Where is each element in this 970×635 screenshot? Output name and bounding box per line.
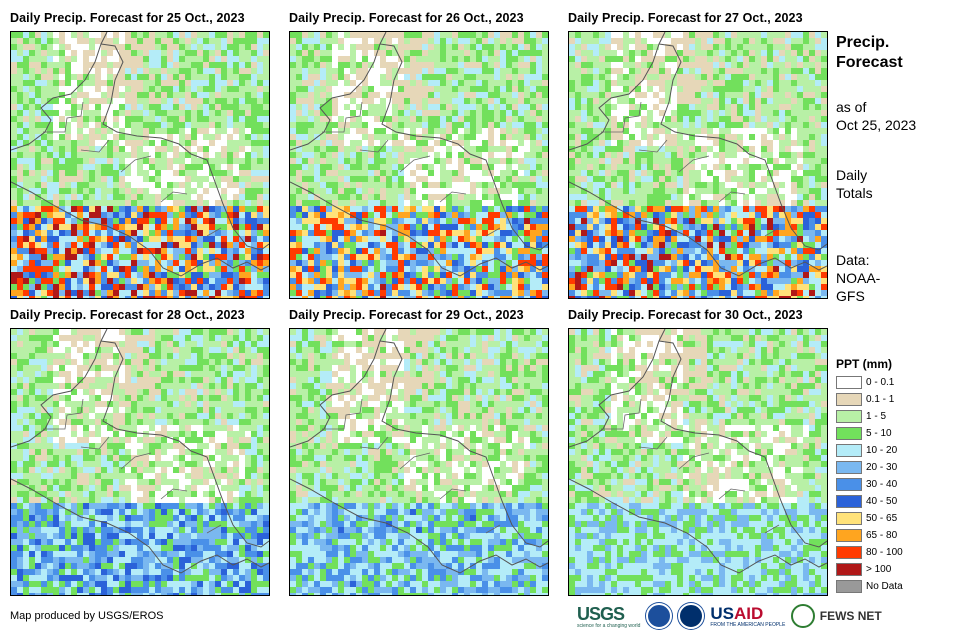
forecast-map-1	[10, 31, 270, 299]
data-source-line1: Data:	[836, 252, 870, 268]
legend-label: 10 - 20	[866, 445, 898, 456]
side-title-line1: Precip.	[836, 34, 890, 51]
legend-item: 10 - 20	[836, 444, 897, 457]
forecast-map-1-svg	[11, 32, 269, 298]
legend-swatch	[836, 427, 862, 440]
forecast-map-4-svg	[11, 329, 269, 595]
legend-item: 65 - 80	[836, 529, 897, 542]
coastline	[290, 32, 548, 277]
usgs-tagline: science for a changing world	[577, 622, 641, 629]
legend-label: 0 - 0.1	[866, 377, 895, 388]
panel-title-5: Daily Precip. Forecast for 29 Oct., 2023	[289, 308, 524, 322]
legend-swatch	[836, 495, 862, 508]
legend-swatch	[836, 461, 862, 474]
usaid-tagline: FROM THE AMERICAN PEOPLE	[710, 622, 786, 628]
panel-title-2: Daily Precip. Forecast for 26 Oct., 2023	[289, 11, 524, 25]
country-borders	[601, 398, 780, 534]
fews-globe-icon	[791, 604, 816, 628]
legend-swatch	[836, 376, 862, 389]
fews-logo-text: FEWS NET	[819, 609, 882, 624]
legend-label: > 100	[866, 564, 892, 575]
legend-item: 20 - 30	[836, 461, 897, 474]
legend-label: 30 - 40	[866, 479, 898, 490]
forecast-map-3	[568, 31, 828, 299]
forecast-map-4	[10, 328, 270, 596]
side-title-line2: Forecast	[836, 54, 903, 71]
country-borders	[601, 101, 780, 237]
data-source-line3: GFS	[836, 288, 865, 304]
totals-line2: Totals	[836, 185, 873, 201]
as-of-line1: as of	[836, 99, 867, 115]
coastline	[11, 32, 269, 277]
legend-swatch	[836, 546, 862, 559]
forecast-map-2-svg	[290, 32, 548, 298]
country-borders	[322, 398, 501, 534]
legend-swatch	[836, 393, 862, 406]
totals-line1: Daily	[836, 167, 868, 183]
legend-item: 80 - 100	[836, 546, 903, 559]
legend-swatch	[836, 410, 862, 423]
fews-logo: FEWS NET	[791, 604, 882, 628]
coastline	[11, 329, 269, 574]
usaid-seal-icon	[678, 603, 705, 629]
legend-swatch	[836, 563, 862, 576]
legend-label: No Data	[866, 581, 903, 592]
usgs-logo: USGS science for a changing world	[577, 604, 640, 629]
panel-title-1: Daily Precip. Forecast for 25 Oct., 2023	[10, 11, 245, 25]
legend-label: 65 - 80	[866, 530, 898, 541]
legend-swatch	[836, 529, 862, 542]
panel-title-4: Daily Precip. Forecast for 28 Oct., 2023	[10, 308, 245, 322]
legend-label: 0.1 - 1	[866, 394, 895, 405]
logo-bar: USGS science for a changing world USAID …	[577, 601, 882, 631]
usaid-logo-aid: AID	[734, 604, 764, 623]
panel-title-3: Daily Precip. Forecast for 27 Oct., 2023	[568, 11, 803, 25]
coastline	[290, 329, 548, 574]
forecast-map-5-svg	[290, 329, 548, 595]
legend-title: PPT (mm)	[836, 357, 893, 371]
legend-label: 20 - 30	[866, 462, 898, 473]
country-borders	[322, 101, 501, 237]
legend-swatch	[836, 512, 862, 525]
forecast-map-5	[289, 328, 549, 596]
forecast-map-6	[568, 328, 828, 596]
legend-item: 30 - 40	[836, 478, 897, 491]
legend-item: > 100	[836, 563, 891, 576]
credit-text: Map produced by USGS/EROS	[10, 610, 164, 622]
legend-swatch	[836, 478, 862, 491]
legend-label: 50 - 65	[866, 513, 898, 524]
usaid-logo: USAID FROM THE AMERICAN PEOPLE	[710, 604, 785, 628]
usgs-logo-text: USGS	[577, 603, 625, 624]
legend-item: 5 - 10	[836, 427, 892, 440]
forecast-map-6-svg	[569, 329, 827, 595]
data-source-text: Data: NOAA- GFS	[836, 251, 880, 305]
legend-item: 0 - 0.1	[836, 376, 894, 389]
as-of-line2: Oct 25, 2023	[836, 117, 917, 133]
usaid-logo-us: US	[710, 604, 734, 623]
legend-swatch	[836, 444, 862, 457]
forecast-map-3-svg	[569, 32, 827, 298]
legend-label: 80 - 100	[866, 547, 903, 558]
legend-item: 1 - 5	[836, 410, 886, 423]
forecast-map-2	[289, 31, 549, 299]
legend-swatch	[836, 580, 862, 593]
noaa-seal-icon	[646, 603, 673, 629]
as-of-text: as of Oct 25, 2023	[836, 98, 916, 134]
legend-item: 40 - 50	[836, 495, 897, 508]
legend-label: 40 - 50	[866, 496, 898, 507]
country-borders	[43, 101, 222, 237]
panel-title-6: Daily Precip. Forecast for 30 Oct., 2023	[568, 308, 803, 322]
totals-text: Daily Totals	[836, 166, 873, 202]
country-borders	[43, 398, 222, 534]
legend-item: 50 - 65	[836, 512, 897, 525]
legend-item: No Data	[836, 580, 903, 593]
legend-label: 5 - 10	[866, 428, 892, 439]
coastline	[569, 32, 827, 277]
legend-label: 1 - 5	[866, 411, 887, 422]
side-title: Precip. Forecast	[836, 33, 903, 73]
legend-item: 0.1 - 1	[836, 393, 894, 406]
coastline	[569, 329, 827, 574]
data-source-line2: NOAA-	[836, 270, 881, 286]
